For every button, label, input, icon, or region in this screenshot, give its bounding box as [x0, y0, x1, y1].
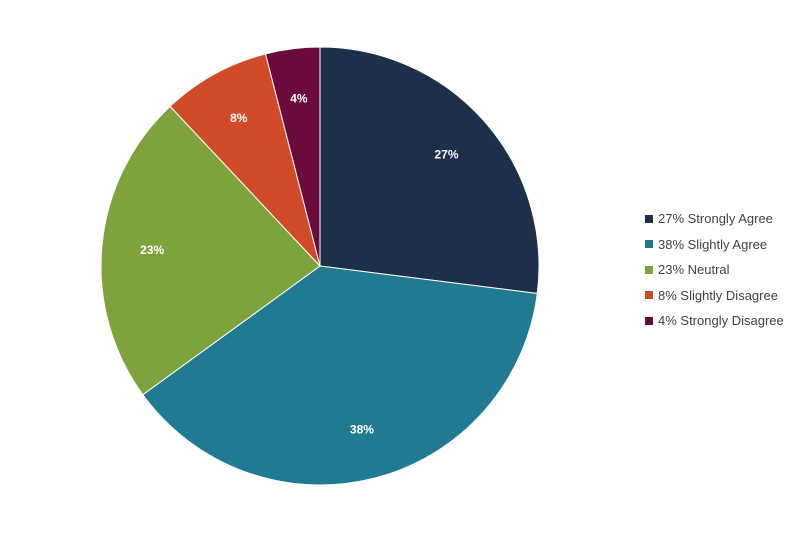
- chart-legend: 27% Strongly Agree 38% Slightly Agree 23% …: [645, 206, 784, 334]
- legend-item-strongly-disagree: 4% Strongly Disagree: [645, 308, 784, 334]
- legend-swatch: [645, 240, 653, 249]
- legend-swatch: [645, 316, 653, 325]
- legend-label: 4% Strongly Disagree: [658, 313, 784, 329]
- legend-swatch: [645, 291, 653, 300]
- slice-label-slightly-agree: 38%: [350, 422, 374, 436]
- pie-slice-slightly-disagree: [169, 53, 321, 267]
- legend-item-slightly-disagree: 8% Slightly Disagree: [645, 283, 784, 309]
- legend-label: 38% Slightly Agree: [658, 236, 768, 252]
- legend-label: 27% Strongly Agree: [658, 211, 773, 227]
- slice-label-strongly-disagree: 4%: [290, 92, 308, 106]
- slice-labels: 27% 38% 23% 8% 4%: [140, 92, 459, 437]
- pie-slice-neutral: [100, 105, 321, 396]
- pie-slices: [100, 46, 540, 486]
- legend-label: 23% Neutral: [658, 262, 730, 278]
- legend-item-strongly-agree: 27% Strongly Agree: [645, 206, 784, 232]
- legend-item-neutral: 23% Neutral: [645, 257, 784, 283]
- slice-label-strongly-agree: 27%: [434, 147, 458, 161]
- slice-label-slightly-disagree: 8%: [230, 111, 248, 125]
- pie-slice-strongly-agree: [319, 46, 540, 295]
- legend-swatch: [645, 214, 653, 223]
- legend-item-slightly-agree: 38% Slightly Agree: [645, 232, 784, 258]
- slice-label-neutral: 23%: [140, 243, 164, 257]
- pie-slice-slightly-agree: [142, 265, 538, 486]
- legend-swatch: [645, 265, 653, 274]
- legend-label: 8% Slightly Disagree: [658, 287, 778, 303]
- pie-slice-strongly-disagree: [264, 46, 321, 267]
